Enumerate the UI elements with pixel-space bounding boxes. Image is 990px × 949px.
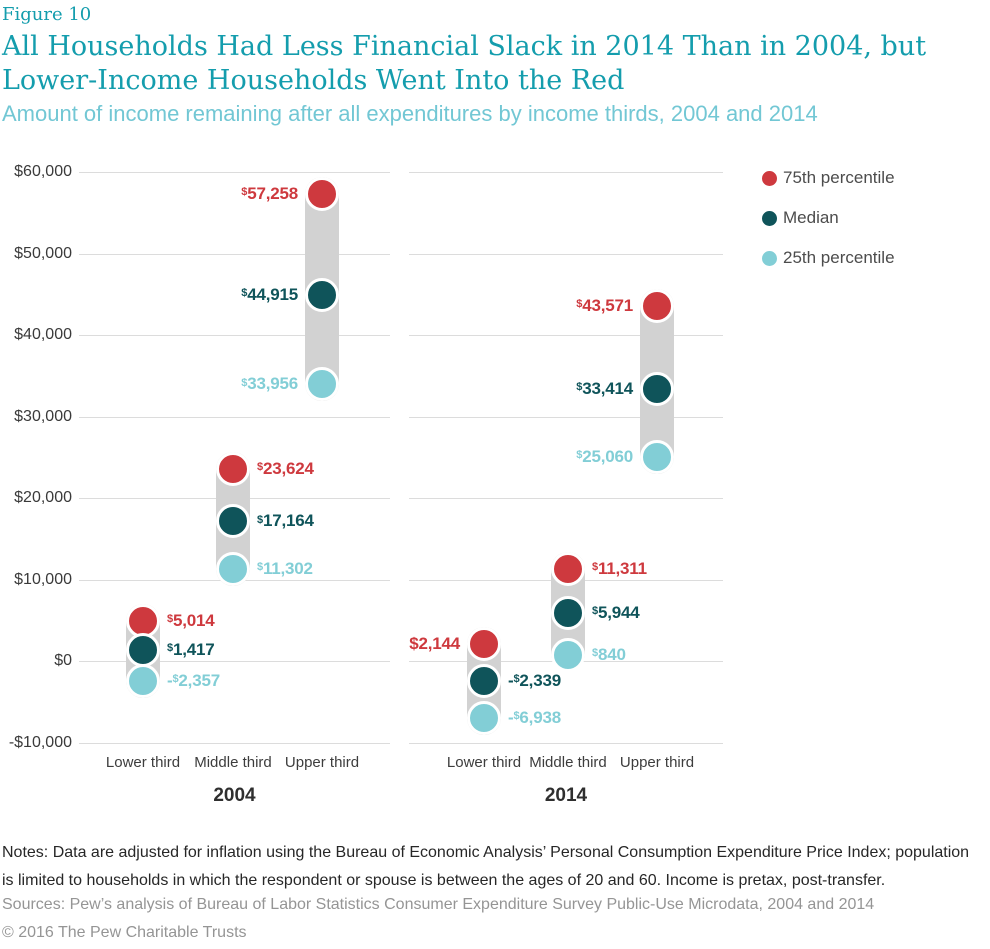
category-label: Middle third	[194, 754, 272, 771]
chart-subtitle: Amount of income remaining after all exp…	[2, 101, 818, 126]
y-axis-tick-label: $20,000	[14, 489, 72, 507]
data-point-75th-percentile	[305, 177, 339, 212]
value-label: $2,144	[409, 633, 460, 653]
y-axis-tick-label: $10,000	[14, 570, 72, 588]
value-label: $33,414	[576, 378, 633, 398]
legend-label: 75th percentile	[783, 168, 895, 187]
category-label: Lower third	[105, 754, 181, 771]
legend-item-25th-percentile: 25th percentile	[762, 248, 895, 268]
category-label: Lower third	[446, 754, 522, 771]
data-point-75th-percentile	[126, 603, 160, 638]
y-axis-tick-label: $50,000	[14, 244, 72, 262]
gridline-40000-panel1	[79, 335, 390, 337]
gridline-30000-panel2	[409, 416, 723, 418]
value-label: $44,915	[241, 285, 298, 304]
data-point-25th-percentile	[216, 552, 250, 587]
legend-label: 25th percentile	[783, 248, 895, 267]
gridline--10000-panel2	[409, 743, 723, 744]
gridline-50000-panel2	[409, 253, 723, 255]
data-point-median	[467, 663, 501, 698]
category-label: Middle third	[529, 754, 607, 771]
legend-item-median: Median	[762, 208, 839, 228]
data-point-median	[126, 632, 160, 667]
legend-label: Median	[783, 208, 839, 227]
category-label: Upper third	[619, 754, 695, 771]
value-label: $17,164	[257, 511, 314, 531]
gridline-60000-panel1	[79, 172, 390, 173]
y-axis-tick-label: -$10,000	[8, 734, 72, 751]
data-point-75th-percentile	[467, 626, 501, 661]
legend-dot-icon	[762, 250, 777, 266]
value-label: $25,060	[576, 447, 633, 466]
value-label: $11,302	[257, 559, 313, 579]
gridline-40000-panel2	[409, 335, 723, 337]
data-point-median	[216, 504, 250, 539]
value-label: $5,944	[592, 602, 640, 622]
copyright-text: © 2016 The Pew Charitable Trusts	[2, 924, 247, 941]
gridline-0-panel1	[79, 661, 390, 663]
gridline--10000-panel1	[79, 743, 390, 744]
value-label: $57,258	[241, 184, 298, 204]
y-axis-tick-label: $30,000	[14, 407, 72, 425]
data-point-25th-percentile	[126, 663, 160, 698]
year-label: 2014	[544, 785, 588, 806]
page-title: All Households Had Less Financial Slack …	[2, 30, 986, 98]
value-label: $43,571	[576, 296, 633, 315]
gridline-20000-panel2	[409, 498, 723, 500]
legend-item-75th-percentile: 75th percentile	[762, 168, 895, 188]
value-label: $11,311	[592, 559, 647, 579]
data-point-25th-percentile	[640, 440, 674, 474]
title-line-1: All Households Had Less Financial Slack …	[2, 31, 927, 62]
y-axis-tick-label: $60,000	[14, 163, 72, 180]
legend-dot-icon	[762, 210, 777, 226]
gridline-50000-panel1	[79, 253, 390, 255]
value-label: $23,624	[257, 458, 314, 478]
data-point-median	[551, 595, 585, 630]
data-point-25th-percentile	[551, 637, 585, 672]
gridline-60000-panel2	[409, 172, 723, 173]
value-label: $840	[592, 644, 626, 664]
data-point-median	[305, 278, 339, 312]
value-label: -$2,357	[167, 670, 220, 690]
value-label: $33,956	[241, 374, 298, 394]
value-label: -$6,938	[508, 708, 561, 727]
gridline-30000-panel1	[79, 416, 390, 418]
data-point-25th-percentile	[305, 367, 339, 402]
category-label: Upper third	[284, 754, 360, 771]
data-point-75th-percentile	[216, 451, 250, 486]
sources-text: Sources: Pew’s analysis of Bureau of Lab…	[2, 896, 875, 913]
year-label: 2004	[213, 785, 256, 806]
y-axis-tick-label: $40,000	[14, 326, 72, 344]
notes-text: Notes: Data are adjusted for inflation u…	[2, 844, 970, 889]
data-point-25th-percentile	[467, 701, 501, 735]
legend-dot-icon	[762, 170, 777, 186]
figure-label: Figure 10	[2, 4, 92, 25]
data-point-75th-percentile	[640, 289, 674, 323]
title-line-2: Lower-Income Households Went Into the Re…	[2, 65, 625, 96]
y-axis-tick-label: $0	[54, 652, 72, 670]
value-label: $5,014	[167, 610, 215, 630]
data-point-median	[640, 371, 674, 406]
value-label: -$2,339	[508, 670, 561, 690]
data-point-75th-percentile	[551, 552, 585, 587]
value-label: $1,417	[167, 639, 215, 659]
